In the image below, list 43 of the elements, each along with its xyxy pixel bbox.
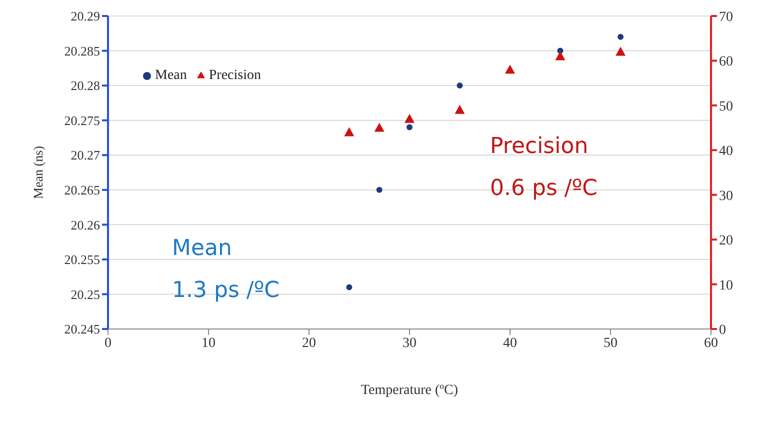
annotation: Mean 1.3 ps /ºC <box>172 235 280 305</box>
y-tick-label: 20.285 <box>64 43 100 58</box>
annotation: Precision 0.6 ps /ºC <box>490 133 598 203</box>
y-tick-label: 20.27 <box>70 148 100 163</box>
point <box>376 186 382 193</box>
y2-tick-label: 40 <box>719 144 733 160</box>
y-tick-label: 20.265 <box>64 182 100 198</box>
x-tick-label: 10 <box>202 336 216 351</box>
y2-tick-label: 50 <box>719 99 733 114</box>
point <box>374 122 384 132</box>
x-tick-label: 60 <box>704 336 718 351</box>
point <box>406 124 412 130</box>
y-tick-label: 20.245 <box>64 322 100 337</box>
x-tick-label: 40 <box>503 336 517 351</box>
y2-tick-label: 60 <box>719 54 733 70</box>
point <box>618 34 624 40</box>
x-tick-label: 20 <box>302 336 316 351</box>
x-tick-label: 0 <box>104 336 112 351</box>
x-tick-label: 50 <box>604 336 618 351</box>
y2-tick-label: 30 <box>719 188 733 204</box>
point <box>505 64 515 74</box>
x-axis-title: Temperature (ºC) <box>360 383 458 398</box>
y-tick-label: 20.255 <box>64 252 100 268</box>
y-tick-label: 20.26 <box>70 217 100 232</box>
y-tick-label: 20.275 <box>64 112 100 128</box>
point <box>456 82 463 89</box>
y-tick-label: 20.28 <box>70 78 100 94</box>
point <box>346 284 352 290</box>
point <box>555 51 566 60</box>
y2-tick-label: 20 <box>719 234 733 249</box>
y2-tick-label: 70 <box>719 10 733 25</box>
y2-tick-label: 0 <box>719 322 726 338</box>
x-tick-label: 30 <box>402 336 416 351</box>
point <box>616 46 626 56</box>
point <box>454 104 465 114</box>
y-tick-label: 20.25 <box>70 286 100 302</box>
legend-label: Precision <box>208 68 261 83</box>
y-tick-label: 20.29 <box>70 8 100 24</box>
point <box>404 114 414 123</box>
legend-label: Mean <box>155 68 187 83</box>
y-axis-title: Mean (ns) <box>30 146 46 200</box>
y2-tick-label: 10 <box>719 278 733 294</box>
point <box>344 127 354 136</box>
